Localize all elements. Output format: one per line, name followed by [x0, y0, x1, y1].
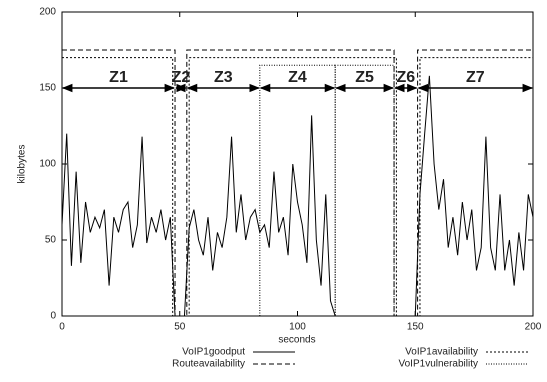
x-tick-label: 150	[407, 322, 424, 333]
legend-label: VoIP1goodput	[182, 347, 245, 358]
y-tick-label: 200	[39, 7, 56, 18]
series-line	[61, 75, 534, 317]
x-tick-label: 200	[525, 322, 542, 333]
y-tick-label: 150	[39, 83, 56, 94]
zone-label: Z7	[466, 69, 485, 86]
zone-label: Z6	[396, 69, 415, 86]
zone-label: Z4	[288, 69, 307, 86]
legend-label: VoIP1vulnerability	[399, 359, 479, 370]
x-tick-label: 50	[174, 322, 186, 333]
y-axis-label: kilobytes	[17, 145, 28, 184]
zone-label: Z5	[355, 69, 374, 86]
series-line	[62, 57, 533, 317]
legend-label: VoIP1availability	[405, 347, 478, 358]
zone-label: Z3	[214, 69, 233, 86]
x-tick-label: 100	[289, 322, 306, 333]
series-line	[62, 49, 533, 317]
legend-label: Routeavailability	[172, 359, 245, 370]
series-line	[259, 64, 395, 316]
y-tick-label: 0	[50, 311, 56, 322]
x-tick-label: 0	[59, 322, 65, 333]
zone-label: Z2	[172, 69, 191, 86]
y-tick-label: 50	[45, 235, 57, 246]
zone-label: Z1	[109, 69, 128, 86]
y-tick-label: 100	[39, 159, 56, 170]
x-axis-label: seconds	[278, 335, 315, 346]
